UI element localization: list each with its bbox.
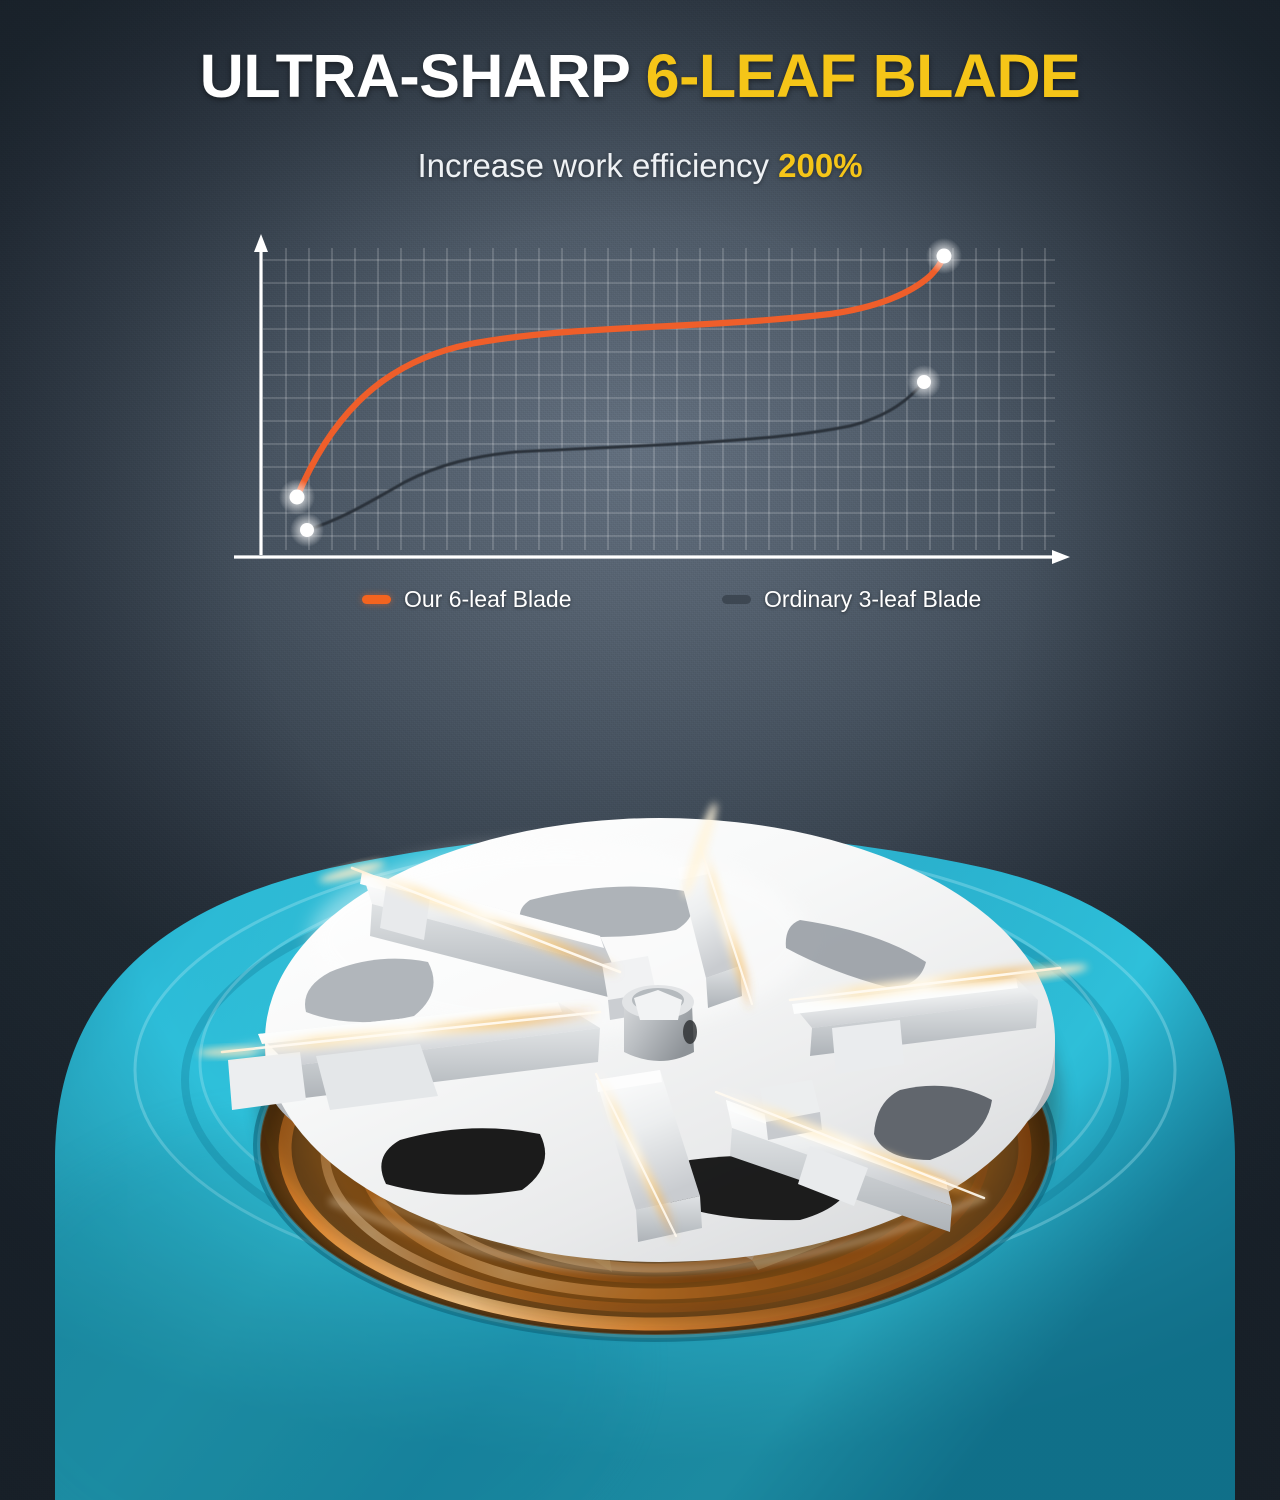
legend-swatch-orange-icon [362,595,391,604]
subtitle-highlight: 200% [778,147,863,184]
chart-legend: Our 6-leaf Blade Ordinary 3-leaf Blade [0,586,1280,618]
page-title: ULTRA-SHARP 6-LEAF BLADE [0,44,1280,109]
legend-label-ours: Our 6-leaf Blade [404,586,572,612]
six-leaf-blade-disc [198,802,1088,1326]
legend-item-ours[interactable]: Our 6-leaf Blade [362,586,571,613]
chart-canvas [234,234,1070,564]
product-photo [0,600,1280,1500]
legend-label-ordinary: Ordinary 3-leaf Blade [764,586,982,612]
legend-swatch-dark-icon [722,595,751,604]
headline-primary: ULTRA-SHARP [199,42,630,110]
series-line-ordinary [305,380,926,532]
subtitle-text: Increase work efficiency [417,147,769,184]
chart-endpoint-markers [279,238,962,547]
blade-center-hub [622,985,697,1061]
page-subtitle: Increase work efficiency 200% [0,147,1280,185]
blade-slot-openings [305,886,992,1221]
chart-gridlines [263,248,1055,550]
product-illustration [55,802,1235,1500]
headline-accent: 6-LEAF BLADE [645,42,1081,110]
series-line-ours [293,252,948,501]
efficiency-line-chart [230,230,1090,575]
legend-item-ordinary[interactable]: Ordinary 3-leaf Blade [722,586,981,613]
blade-edge-glints [198,802,1088,1242]
chart-axes [234,234,1070,564]
